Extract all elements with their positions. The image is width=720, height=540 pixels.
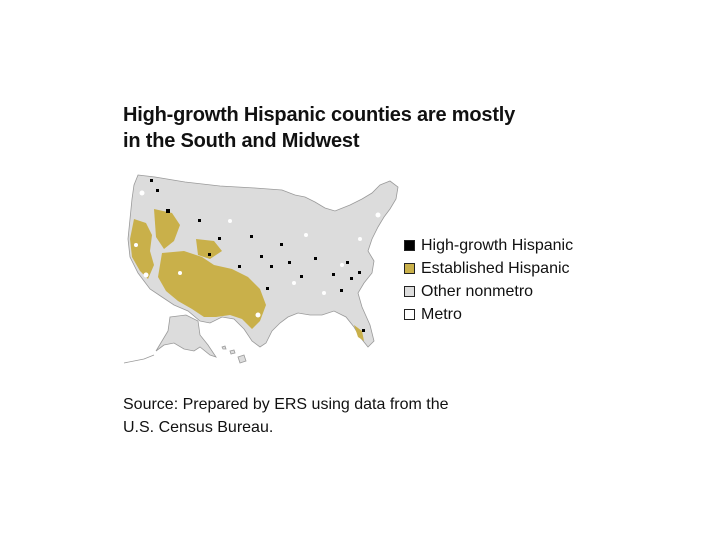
metro-area [228,219,232,223]
metro-area [340,263,344,267]
county-marker [150,179,153,182]
metro-area [143,272,149,278]
title-line-1: High-growth Hispanic counties are mostly [123,104,516,126]
source-line-2: U.S. Census Bureau. [123,419,274,436]
county-marker [250,235,253,238]
metro-area [134,243,138,247]
metro-area [304,233,308,237]
county-marker [332,273,335,276]
southwest-region [158,251,266,329]
legend-label: Metro [421,306,462,323]
map-title: High-growth Hispanic counties are mostly… [123,102,643,154]
metro-areas [134,190,381,318]
county-marker [198,219,201,222]
alaska-aleutians [123,354,155,364]
metro-area [375,212,381,218]
legend-label: High-growth Hispanic [421,237,574,254]
hawaii-island [221,345,227,350]
legend-swatch [404,263,415,274]
county-marker [260,255,263,258]
hawaii-island [237,354,247,364]
source-line-1: Source: Prepared by ERS using data from … [123,396,449,413]
legend-label: Other nonmetro [421,283,534,300]
county-marker [358,271,361,274]
county-marker [266,287,269,290]
county-marker [280,243,283,246]
established-hispanic-region [130,209,364,341]
alaska-shape [155,314,217,358]
legend-item-other-nonmetro: Other nonmetro [404,280,573,303]
county-marker [208,253,211,256]
west-coast-region [130,219,154,279]
source-note: Source: Prepared by ERS using data from … [123,393,573,439]
county-marker [166,209,170,213]
county-marker [340,289,343,292]
idaho-nevada-region [154,209,180,249]
map-legend: High-growth Hispanic Established Hispani… [404,234,573,326]
county-marker [288,261,291,264]
high-growth-hispanic-counties [150,179,365,332]
metro-area [178,271,182,275]
metro-area [255,312,261,318]
legend-item-metro: Metro [404,303,573,326]
county-marker [270,265,273,268]
county-marker [350,277,353,280]
legend-swatch [404,309,415,320]
metro-area [322,291,326,295]
colorado-region [196,239,222,259]
legend-swatch [404,286,415,297]
county-marker [300,275,303,278]
legend-label: Established Hispanic [421,260,570,277]
county-marker [314,257,317,260]
hawaii [221,345,247,364]
legend-item-high-growth: High-growth Hispanic [404,234,573,257]
metro-area [139,190,145,196]
alaska [123,314,217,364]
county-marker [238,265,241,268]
legend-item-established: Established Hispanic [404,257,573,280]
metro-area [358,237,362,241]
hawaii-island [229,349,236,355]
us-county-map [123,174,399,364]
title-line-2: in the South and Midwest [123,130,360,152]
county-marker [362,329,365,332]
florida-region [354,325,364,341]
legend-swatch [404,240,415,251]
county-marker [346,261,349,264]
county-marker [156,189,159,192]
county-marker [218,237,221,240]
metro-area [292,281,296,285]
